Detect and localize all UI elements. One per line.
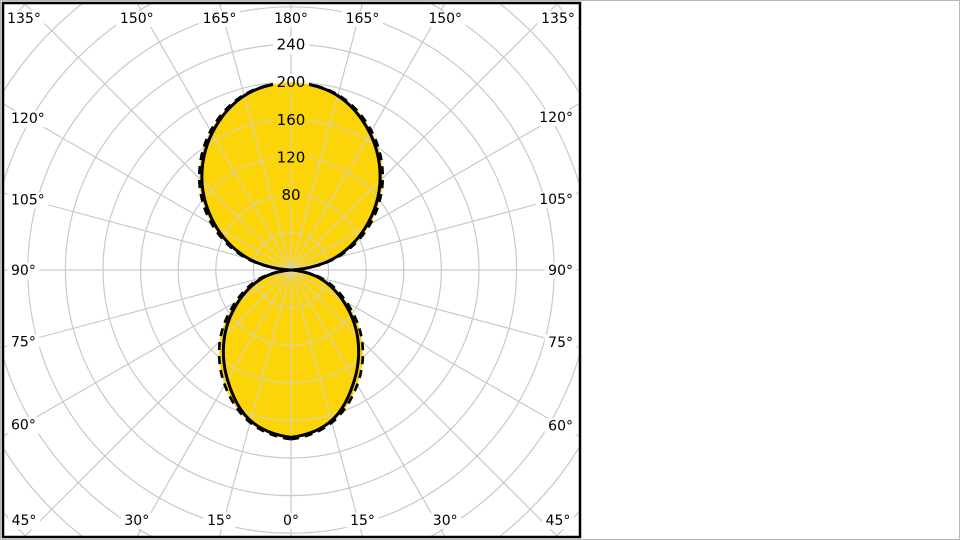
grid-ray <box>23 269 292 537</box>
angle-tick-label: 75° <box>548 335 573 351</box>
radial-tick-label: 240 <box>277 36 306 54</box>
grid-ray <box>290 82 383 271</box>
angle-tick-label: 180° <box>274 11 308 27</box>
grid-ray <box>290 269 383 440</box>
chart-frame <box>1 1 582 539</box>
grid-ray <box>290 82 383 271</box>
grid-ray <box>290 191 580 271</box>
solid-curve <box>200 80 382 439</box>
grid-ray <box>199 82 292 271</box>
angle-tick-label: 135° <box>541 11 575 27</box>
angle-tick-label: 120° <box>11 111 45 127</box>
grid-ray <box>199 269 292 440</box>
radial-tick-label: 120 <box>277 148 306 166</box>
angle-tick-label: 60° <box>11 418 36 434</box>
angle-tick-label: 150° <box>120 11 154 27</box>
grid-ray <box>199 82 292 271</box>
angle-tick-label: 30° <box>124 513 149 529</box>
angle-tick-label: 105° <box>539 192 573 208</box>
radial-tick-label: 200 <box>277 73 306 91</box>
angle-tick-label: 45° <box>546 513 571 529</box>
grid-ray <box>199 269 292 440</box>
angle-tick-label: 15° <box>350 513 375 529</box>
radial-tick-label: 80 <box>281 186 300 204</box>
grid-ray <box>199 82 292 271</box>
grid-ray <box>290 269 559 537</box>
angle-tick-label: 15° <box>207 513 232 529</box>
angle-tick-label: 75° <box>11 335 36 351</box>
grid-ray <box>3 103 292 271</box>
angle-tick-label: 60° <box>548 419 573 435</box>
angle-tick-label: 45° <box>12 513 37 529</box>
axis-labels: 80 120 160 200 240 0° 15° 15° 30° 30° 45° 45° 60° 60°… <box>7 11 575 529</box>
grid-ray <box>290 269 580 438</box>
grid-ray <box>3 269 292 437</box>
angle-tick-label: 0° <box>283 513 299 529</box>
grid-ray <box>3 192 292 271</box>
angle-tick-label: 135° <box>7 11 41 27</box>
grid-ray <box>290 102 580 271</box>
grid-ray <box>290 82 383 271</box>
grid-ray <box>3 269 292 348</box>
angle-tick-label: 165° <box>346 11 380 27</box>
grid-ray <box>290 269 383 440</box>
angle-tick-label: 165° <box>203 11 237 27</box>
angle-tick-label: 150° <box>428 11 462 27</box>
angle-tick-label: 30° <box>433 513 458 529</box>
angle-tick-label: 90° <box>11 263 36 279</box>
angle-tick-label: 105° <box>11 193 45 209</box>
intensity-curves <box>197 80 385 441</box>
angle-tick-label: 120° <box>539 110 573 126</box>
angle-tick-label: 90° <box>548 263 573 279</box>
radial-tick-label: 160 <box>277 111 306 129</box>
grid-ray <box>290 269 580 349</box>
